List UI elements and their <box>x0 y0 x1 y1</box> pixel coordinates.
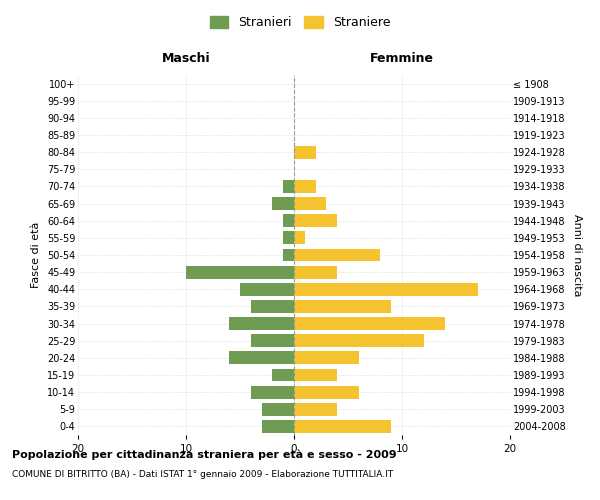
Bar <box>251 334 294 347</box>
Bar <box>294 232 305 244</box>
Bar <box>283 180 294 193</box>
Legend: Stranieri, Straniere: Stranieri, Straniere <box>205 11 395 34</box>
Bar <box>294 317 445 330</box>
Bar <box>294 352 359 364</box>
Bar <box>294 300 391 313</box>
Bar <box>294 334 424 347</box>
Bar <box>283 232 294 244</box>
Text: Femmine: Femmine <box>370 52 434 64</box>
Bar <box>272 197 294 210</box>
Text: Maschi: Maschi <box>161 52 211 64</box>
Bar <box>294 214 337 227</box>
Bar <box>294 368 337 382</box>
Bar <box>294 266 337 278</box>
Text: COMUNE DI BITRITTO (BA) - Dati ISTAT 1° gennaio 2009 - Elaborazione TUTTITALIA.I: COMUNE DI BITRITTO (BA) - Dati ISTAT 1° … <box>12 470 393 479</box>
Y-axis label: Anni di nascita: Anni di nascita <box>572 214 582 296</box>
Bar <box>283 214 294 227</box>
Bar <box>294 248 380 262</box>
Bar <box>294 403 337 415</box>
Bar <box>262 420 294 433</box>
Bar <box>186 266 294 278</box>
Bar <box>229 317 294 330</box>
Bar <box>251 300 294 313</box>
Bar <box>294 420 391 433</box>
Text: Popolazione per cittadinanza straniera per età e sesso - 2009: Popolazione per cittadinanza straniera p… <box>12 450 397 460</box>
Bar <box>294 146 316 158</box>
Bar <box>294 180 316 193</box>
Bar <box>294 386 359 398</box>
Bar <box>283 248 294 262</box>
Bar <box>294 197 326 210</box>
Bar <box>251 386 294 398</box>
Bar <box>294 283 478 296</box>
Bar <box>262 403 294 415</box>
Bar <box>272 368 294 382</box>
Bar <box>240 283 294 296</box>
Y-axis label: Fasce di età: Fasce di età <box>31 222 41 288</box>
Bar <box>229 352 294 364</box>
